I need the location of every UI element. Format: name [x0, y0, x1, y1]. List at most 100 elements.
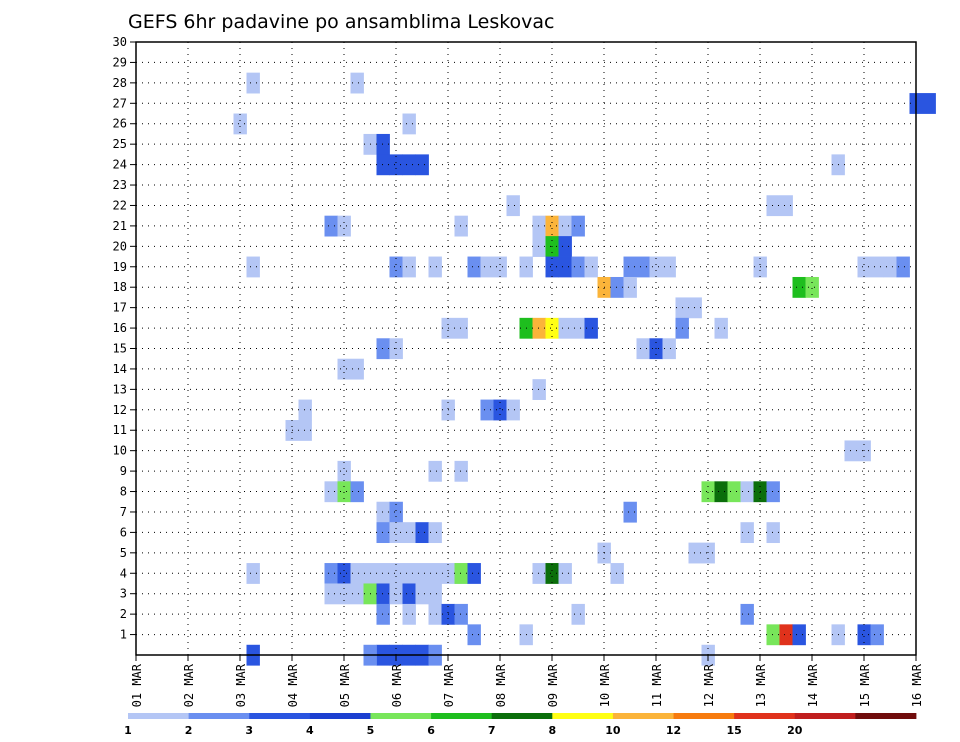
heatmap-cell: [246, 256, 260, 278]
heatmap-cell: [324, 563, 338, 584]
x-tick-label: 15 MAR: [858, 663, 872, 707]
heatmap-cell: [389, 583, 403, 605]
heatmap-cell: [454, 215, 468, 237]
y-tick-label: 7: [120, 505, 127, 519]
colorbar-segment: [370, 713, 432, 719]
heatmap-cell: [545, 256, 559, 278]
heatmap-cell: [337, 460, 351, 482]
heatmap-cell: [623, 256, 650, 278]
y-tick-label: 9: [120, 464, 127, 478]
heatmap-cell: [428, 522, 442, 544]
heatmap-cell: [766, 624, 780, 646]
heatmap-cell: [415, 154, 429, 176]
heatmap-cell: [662, 338, 676, 360]
heatmap-cell: [376, 338, 390, 360]
plot-frame: [135, 41, 917, 656]
heatmap-cell: [532, 236, 546, 257]
heatmap-cell: [324, 583, 364, 605]
heatmap-cell: [844, 440, 871, 462]
y-tick-label: 20: [113, 239, 127, 253]
heatmap-cell: [870, 624, 884, 646]
heatmap-cell: [376, 133, 390, 155]
heatmap-cell: [363, 563, 468, 584]
colorbar-label: 2: [185, 724, 193, 737]
x-tick-label: 11 MAR: [650, 663, 664, 707]
heatmap-cell: [298, 399, 312, 421]
heatmap-cell: [415, 522, 429, 544]
colorbar-label: 5: [367, 724, 375, 737]
colorbar-segment: [673, 713, 735, 719]
x-tick-label: 16 MAR: [910, 663, 924, 707]
heatmap-cell: [584, 256, 598, 278]
heatmap-cell: [558, 236, 572, 257]
heatmap-cell: [428, 603, 442, 625]
heatmap-cell: [454, 603, 468, 625]
heatmap-cell: [584, 317, 598, 339]
heatmap-cell: [532, 379, 546, 400]
heatmap-cell: [402, 603, 416, 625]
colorbar-segment: [128, 713, 190, 719]
heatmap-cell: [402, 256, 416, 278]
heatmap-cell: [337, 358, 364, 380]
y-tick-label: 23: [113, 178, 127, 192]
heatmap-cell: [324, 481, 338, 503]
heatmap-cell: [532, 563, 546, 584]
x-tick-label: 04 MAR: [286, 663, 300, 707]
colorbar-label: 15: [726, 724, 741, 737]
heatmap-cell: [883, 256, 897, 278]
y-tick-label: 8: [120, 485, 127, 499]
heatmap-cell: [467, 256, 481, 278]
colorbar: 1 2 3 4 5 6 7 8 10 12 15 20: [124, 713, 917, 737]
heatmap-cell: [467, 624, 481, 646]
y-tick-label: 26: [113, 117, 127, 131]
y-tick-label: 21: [113, 219, 127, 233]
heatmap-cell: [506, 399, 520, 421]
heatmap-cell: [558, 317, 585, 339]
heatmap-cell: [740, 603, 754, 625]
heatmap-cell: [857, 256, 884, 278]
y-tick-label: 12: [113, 403, 127, 417]
heatmap-cell: [636, 338, 650, 360]
heatmap-cell: [376, 583, 390, 605]
heatmap-cell: [610, 276, 624, 298]
x-tick-label: 13 MAR: [754, 663, 768, 707]
colorbar-segment: [309, 713, 371, 719]
y-tick-label: 17: [113, 301, 127, 315]
heatmap-cell: [688, 542, 715, 564]
heatmap-cell: [324, 215, 338, 237]
heatmap-cell: [402, 154, 416, 176]
x-tick-label: 05 MAR: [338, 663, 352, 707]
x-tick-label: 12 MAR: [702, 663, 716, 707]
heatmap-cell: [480, 256, 507, 278]
heatmap-cell: [545, 317, 559, 339]
heatmap-cell: [623, 276, 637, 298]
heatmap-cell: [766, 481, 780, 503]
y-tick-label: 3: [120, 587, 127, 601]
heatmap-cell: [480, 399, 494, 421]
y-tick-label: 28: [113, 76, 127, 90]
y-tick-label: 29: [113, 55, 127, 69]
x-tick-label: 10 MAR: [598, 663, 612, 707]
heatmap-cell: [246, 72, 260, 94]
heatmap-cell: [545, 563, 559, 584]
y-tick-label: 19: [113, 260, 127, 274]
heatmap-cell: [649, 256, 676, 278]
x-tick-label: 02 MAR: [182, 663, 196, 707]
heatmap-cell: [428, 256, 442, 278]
y-tick-label: 25: [113, 137, 127, 151]
colorbar-segment: [612, 713, 674, 719]
heatmap-cell: [792, 624, 806, 646]
y-axis: 1234567891011121314151617181920212223242…: [113, 35, 136, 642]
heatmap-cell: [558, 256, 572, 278]
y-tick-label: 14: [113, 362, 127, 376]
heatmap-cell: [233, 113, 247, 135]
heatmap-cell: [896, 256, 910, 278]
heatmap-cell: [792, 276, 806, 298]
heatmap-cell: [558, 215, 572, 237]
heatmap-cell: [610, 563, 624, 584]
colorbar-label: 12: [666, 724, 681, 737]
heatmap-cell: [571, 603, 585, 625]
heatmap-cell: [402, 113, 416, 135]
heatmap-cell: [805, 276, 819, 298]
